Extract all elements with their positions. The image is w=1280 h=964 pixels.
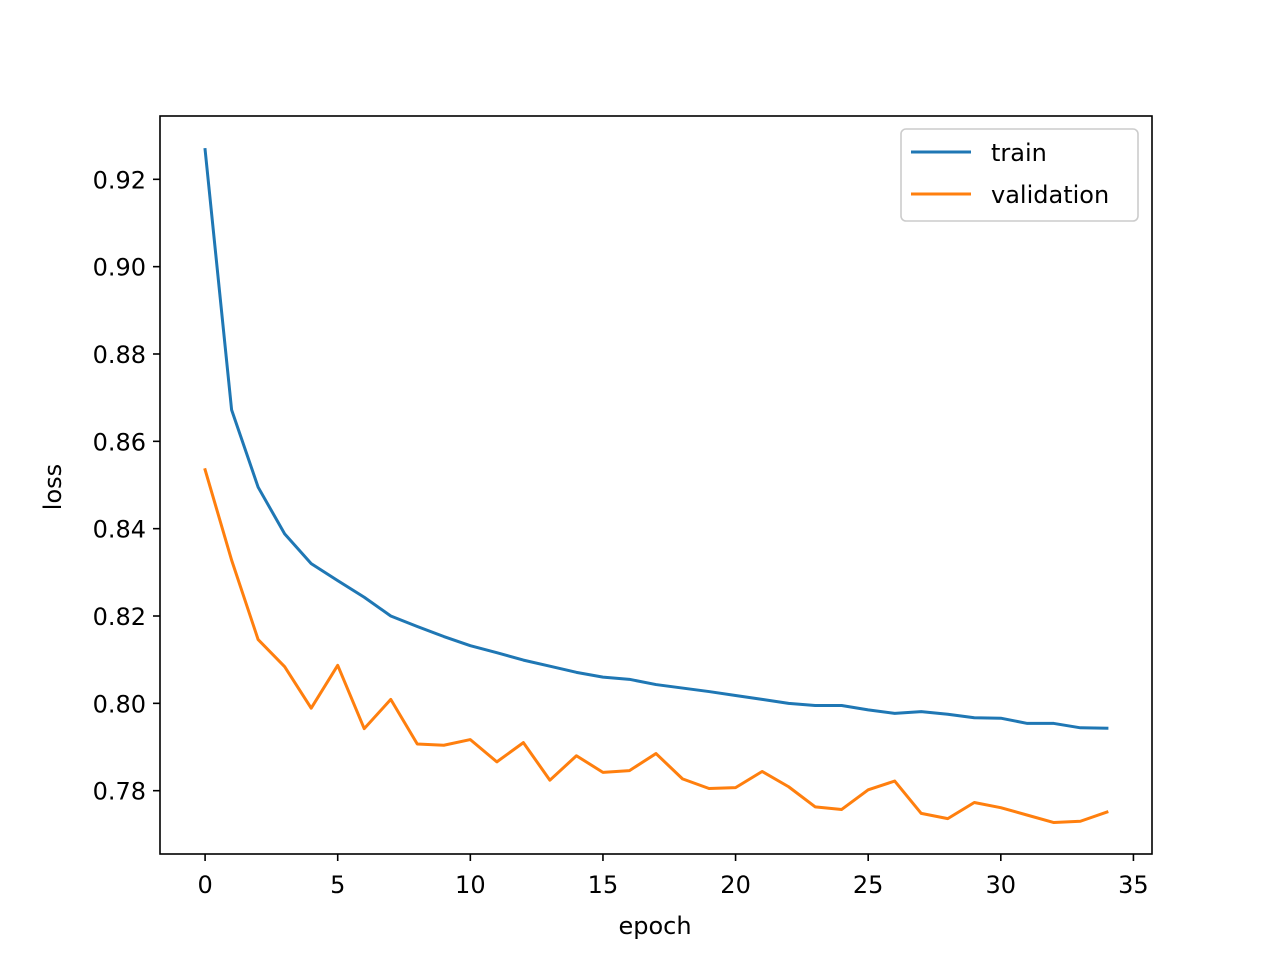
y-tick-label: 0.80 — [93, 690, 146, 718]
y-tick-label: 0.90 — [93, 254, 146, 282]
y-tick-label: 0.78 — [93, 778, 146, 806]
x-axis: 0 5 10 15 20 25 30 35 — [197, 854, 1149, 899]
x-tick-label: 25 — [853, 871, 884, 899]
y-tick-label: 0.92 — [93, 166, 146, 194]
x-axis-label: epoch — [618, 912, 691, 940]
y-tick-label: 0.82 — [93, 603, 146, 631]
x-tick-label: 10 — [455, 871, 486, 899]
y-tick-label: 0.84 — [93, 516, 146, 544]
x-tick-label: 20 — [720, 871, 751, 899]
x-tick-label: 0 — [197, 871, 212, 899]
y-axis: 0.78 0.80 0.82 0.84 0.86 0.88 0.90 0.92 — [93, 166, 160, 806]
x-tick-label: 5 — [330, 871, 345, 899]
x-tick-label: 15 — [588, 871, 619, 899]
series-line-validation — [203, 467, 1109, 825]
x-tick-label: 30 — [986, 871, 1017, 899]
y-tick-label: 0.86 — [93, 428, 146, 456]
x-tick-label: 35 — [1118, 871, 1149, 899]
y-tick-label: 0.88 — [93, 341, 146, 369]
legend-label-validation: validation — [991, 181, 1109, 209]
series-layer — [203, 147, 1109, 825]
legend: train validation — [900, 128, 1139, 222]
series-line-train — [203, 147, 1109, 730]
y-axis-label: loss — [39, 464, 67, 510]
plot-frame — [159, 115, 1153, 855]
legend-label-train: train — [991, 139, 1047, 167]
